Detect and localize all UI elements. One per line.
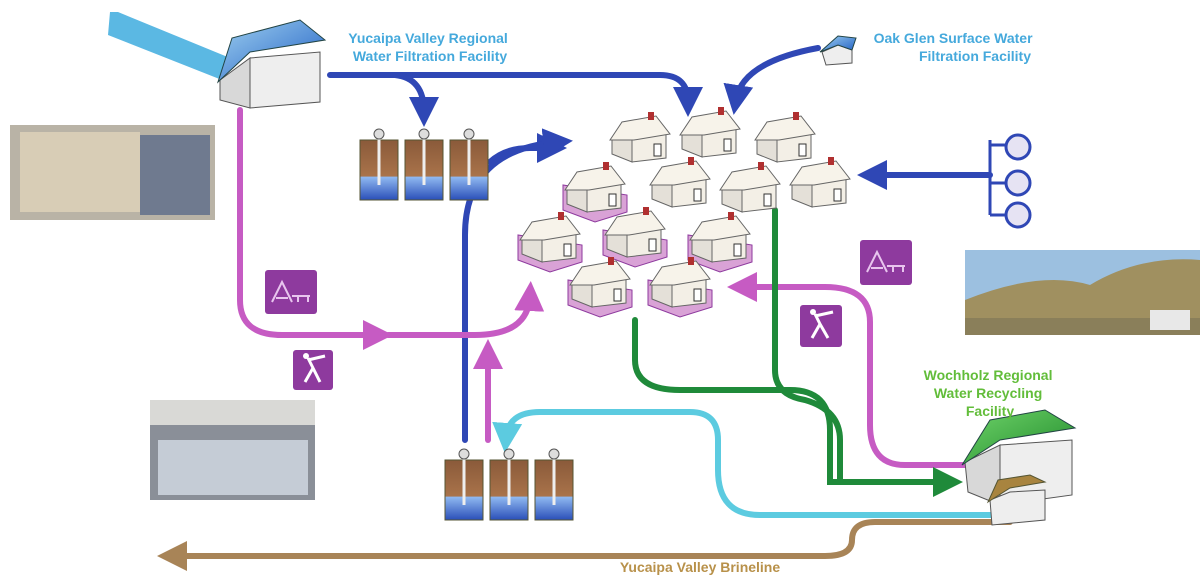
houses [517,107,851,318]
label-line: Filtration Facility [919,48,1031,64]
house-chimney [728,212,734,220]
house [517,212,583,273]
label-line: Wochholz Regional [924,367,1053,383]
wochholz-label: Wochholz Regional Water Recycling Facili… [924,367,1057,419]
house-roof [754,115,816,141]
tank-cap [418,128,430,140]
icon-irrigation [265,270,317,314]
house [679,107,741,158]
house-chimney [828,157,834,165]
house-roof [519,215,581,241]
tank-cap [548,448,560,460]
icon-irrigation [860,240,912,285]
house-roof [789,160,851,186]
photo-landscape [965,250,1200,335]
house-chimney [718,107,724,115]
house-chimney [648,112,654,120]
house-roof [649,260,711,286]
tank [404,128,444,201]
photo-membranes [10,125,215,220]
oak-glen-label: Oak Glen Surface Water Filtration Facili… [874,30,1037,64]
tank-cap [463,128,475,140]
house-chimney [758,162,764,170]
icon-golf [293,350,333,390]
house-roof [689,215,751,241]
label-line: Water Filtration Facility [353,48,507,64]
tank [449,128,489,201]
tank-cap [373,128,385,140]
house-chimney [688,157,694,165]
house-roof [649,160,711,186]
house [754,112,816,163]
house-roof [564,165,626,191]
house-chimney [608,257,614,265]
house [609,112,671,163]
house [687,212,753,273]
house [649,157,711,208]
tank-cap [503,448,515,460]
house-roof [604,210,666,236]
house [567,257,633,318]
house-door [608,193,617,207]
house-door [648,238,657,252]
house [719,162,781,213]
icon-golf [800,305,842,347]
house-door [798,143,807,157]
tanks [359,128,574,521]
house [647,257,713,318]
house [562,162,628,223]
yucaipa-building [216,19,327,109]
house-door [723,138,732,152]
label-line: Oak Glen Surface Water [874,30,1034,46]
intake-pipe [108,12,235,80]
wells [988,133,1032,229]
house-chimney [793,112,799,120]
tank [534,448,574,521]
house-roof [719,165,781,191]
house-door [833,188,842,202]
house-chimney [643,207,649,215]
tank-cap [458,448,470,460]
label-line: Facility [966,403,1014,419]
brineline-label: Yucaipa Valley Brineline [620,559,781,575]
house-chimney [603,162,609,170]
house-door [653,143,662,157]
house-roof [569,260,631,286]
pipes [157,45,1013,571]
tank [444,448,484,521]
house-roof [679,110,741,136]
house-door [693,288,702,302]
house [789,157,851,208]
house-door [693,188,702,202]
wochholz-building [961,409,1077,526]
photo-plant [150,400,315,500]
house-roof [609,115,671,141]
house-door [763,193,772,207]
label-line: Water Recycling [934,385,1042,401]
house-door [563,243,572,257]
oak-glen-building [819,35,857,66]
house-door [613,288,622,302]
tank [359,128,399,201]
yucaipa-label: Yucaipa Valley Regional Water Filtration… [348,30,511,64]
house-door [733,243,742,257]
house-chimney [558,212,564,220]
house-chimney [688,257,694,265]
tank [489,448,529,521]
label-line: Yucaipa Valley Regional [348,30,508,46]
house [602,207,668,268]
